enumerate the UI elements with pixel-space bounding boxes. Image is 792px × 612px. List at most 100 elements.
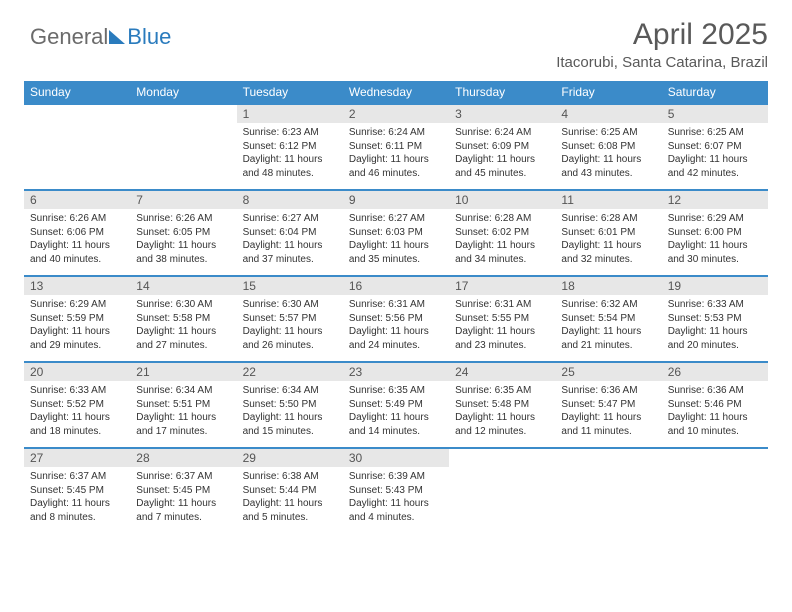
calendar-cell: 12Sunrise: 6:29 AMSunset: 6:00 PMDayligh… [662, 190, 768, 276]
calendar-cell: 13Sunrise: 6:29 AMSunset: 5:59 PMDayligh… [24, 276, 130, 362]
day-details: Sunrise: 6:33 AMSunset: 5:52 PMDaylight:… [24, 381, 130, 444]
day-details: Sunrise: 6:39 AMSunset: 5:43 PMDaylight:… [343, 467, 449, 530]
weekday-header: Friday [555, 81, 661, 104]
calendar-cell: 3Sunrise: 6:24 AMSunset: 6:09 PMDaylight… [449, 104, 555, 190]
day-number: 6 [24, 191, 130, 209]
day-number: 25 [555, 363, 661, 381]
day-number: 28 [130, 449, 236, 467]
day-number: 27 [24, 449, 130, 467]
calendar-cell: 24Sunrise: 6:35 AMSunset: 5:48 PMDayligh… [449, 362, 555, 448]
calendar-row: 27Sunrise: 6:37 AMSunset: 5:45 PMDayligh… [24, 448, 768, 534]
calendar-cell: 4Sunrise: 6:25 AMSunset: 6:08 PMDaylight… [555, 104, 661, 190]
calendar-cell: 23Sunrise: 6:35 AMSunset: 5:49 PMDayligh… [343, 362, 449, 448]
calendar-cell: 10Sunrise: 6:28 AMSunset: 6:02 PMDayligh… [449, 190, 555, 276]
calendar-cell: 8Sunrise: 6:27 AMSunset: 6:04 PMDaylight… [237, 190, 343, 276]
day-number: 14 [130, 277, 236, 295]
day-details: Sunrise: 6:27 AMSunset: 6:03 PMDaylight:… [343, 209, 449, 272]
calendar-cell: 1Sunrise: 6:23 AMSunset: 6:12 PMDaylight… [237, 104, 343, 190]
calendar-cell: 22Sunrise: 6:34 AMSunset: 5:50 PMDayligh… [237, 362, 343, 448]
calendar-cell: 30Sunrise: 6:39 AMSunset: 5:43 PMDayligh… [343, 448, 449, 534]
calendar-cell: 2Sunrise: 6:24 AMSunset: 6:11 PMDaylight… [343, 104, 449, 190]
day-number: 8 [237, 191, 343, 209]
day-details: Sunrise: 6:28 AMSunset: 6:02 PMDaylight:… [449, 209, 555, 272]
calendar-row: 6Sunrise: 6:26 AMSunset: 6:06 PMDaylight… [24, 190, 768, 276]
day-number: 19 [662, 277, 768, 295]
weekday-header: Saturday [662, 81, 768, 104]
day-details: Sunrise: 6:33 AMSunset: 5:53 PMDaylight:… [662, 295, 768, 358]
day-details: Sunrise: 6:31 AMSunset: 5:56 PMDaylight:… [343, 295, 449, 358]
day-details: Sunrise: 6:35 AMSunset: 5:48 PMDaylight:… [449, 381, 555, 444]
calendar-row: 20Sunrise: 6:33 AMSunset: 5:52 PMDayligh… [24, 362, 768, 448]
calendar-cell: 7Sunrise: 6:26 AMSunset: 6:05 PMDaylight… [130, 190, 236, 276]
weekday-header-row: Sunday Monday Tuesday Wednesday Thursday… [24, 81, 768, 104]
brand-triangle-icon [109, 30, 125, 44]
calendar-cell [555, 448, 661, 534]
day-number: 18 [555, 277, 661, 295]
brand-logo: General Blue [30, 24, 171, 50]
calendar-cell: 11Sunrise: 6:28 AMSunset: 6:01 PMDayligh… [555, 190, 661, 276]
calendar-cell: 9Sunrise: 6:27 AMSunset: 6:03 PMDaylight… [343, 190, 449, 276]
day-details: Sunrise: 6:38 AMSunset: 5:44 PMDaylight:… [237, 467, 343, 530]
weekday-header: Sunday [24, 81, 130, 104]
weekday-header: Wednesday [343, 81, 449, 104]
brand-part2: Blue [127, 24, 171, 50]
weekday-header: Monday [130, 81, 236, 104]
location-subtitle: Itacorubi, Santa Catarina, Brazil [24, 54, 768, 71]
calendar-cell: 17Sunrise: 6:31 AMSunset: 5:55 PMDayligh… [449, 276, 555, 362]
calendar-cell [130, 104, 236, 190]
day-details: Sunrise: 6:35 AMSunset: 5:49 PMDaylight:… [343, 381, 449, 444]
day-number: 3 [449, 105, 555, 123]
calendar-cell: 29Sunrise: 6:38 AMSunset: 5:44 PMDayligh… [237, 448, 343, 534]
day-details: Sunrise: 6:26 AMSunset: 6:05 PMDaylight:… [130, 209, 236, 272]
calendar-cell: 28Sunrise: 6:37 AMSunset: 5:45 PMDayligh… [130, 448, 236, 534]
day-number: 10 [449, 191, 555, 209]
calendar-cell: 16Sunrise: 6:31 AMSunset: 5:56 PMDayligh… [343, 276, 449, 362]
day-details: Sunrise: 6:28 AMSunset: 6:01 PMDaylight:… [555, 209, 661, 272]
day-details: Sunrise: 6:37 AMSunset: 5:45 PMDaylight:… [130, 467, 236, 530]
day-number: 1 [237, 105, 343, 123]
day-number: 9 [343, 191, 449, 209]
calendar-cell [662, 448, 768, 534]
day-details: Sunrise: 6:27 AMSunset: 6:04 PMDaylight:… [237, 209, 343, 272]
calendar-cell: 18Sunrise: 6:32 AMSunset: 5:54 PMDayligh… [555, 276, 661, 362]
day-details: Sunrise: 6:30 AMSunset: 5:57 PMDaylight:… [237, 295, 343, 358]
day-number: 2 [343, 105, 449, 123]
day-details: Sunrise: 6:23 AMSunset: 6:12 PMDaylight:… [237, 123, 343, 186]
day-details: Sunrise: 6:24 AMSunset: 6:11 PMDaylight:… [343, 123, 449, 186]
calendar-cell: 15Sunrise: 6:30 AMSunset: 5:57 PMDayligh… [237, 276, 343, 362]
day-number: 15 [237, 277, 343, 295]
calendar-cell: 14Sunrise: 6:30 AMSunset: 5:58 PMDayligh… [130, 276, 236, 362]
calendar-cell: 19Sunrise: 6:33 AMSunset: 5:53 PMDayligh… [662, 276, 768, 362]
day-details: Sunrise: 6:37 AMSunset: 5:45 PMDaylight:… [24, 467, 130, 530]
day-details: Sunrise: 6:24 AMSunset: 6:09 PMDaylight:… [449, 123, 555, 186]
calendar-cell: 27Sunrise: 6:37 AMSunset: 5:45 PMDayligh… [24, 448, 130, 534]
day-number: 24 [449, 363, 555, 381]
calendar-cell: 20Sunrise: 6:33 AMSunset: 5:52 PMDayligh… [24, 362, 130, 448]
day-details: Sunrise: 6:29 AMSunset: 6:00 PMDaylight:… [662, 209, 768, 272]
day-details: Sunrise: 6:26 AMSunset: 6:06 PMDaylight:… [24, 209, 130, 272]
calendar-cell [449, 448, 555, 534]
day-number: 26 [662, 363, 768, 381]
day-number: 22 [237, 363, 343, 381]
weekday-header: Thursday [449, 81, 555, 104]
calendar-cell: 26Sunrise: 6:36 AMSunset: 5:46 PMDayligh… [662, 362, 768, 448]
day-details: Sunrise: 6:34 AMSunset: 5:50 PMDaylight:… [237, 381, 343, 444]
day-details: Sunrise: 6:36 AMSunset: 5:47 PMDaylight:… [555, 381, 661, 444]
day-details: Sunrise: 6:29 AMSunset: 5:59 PMDaylight:… [24, 295, 130, 358]
day-number: 13 [24, 277, 130, 295]
day-number: 4 [555, 105, 661, 123]
brand-part1: General [30, 24, 108, 50]
calendar-row: 1Sunrise: 6:23 AMSunset: 6:12 PMDaylight… [24, 104, 768, 190]
day-number: 11 [555, 191, 661, 209]
day-details: Sunrise: 6:34 AMSunset: 5:51 PMDaylight:… [130, 381, 236, 444]
day-number: 21 [130, 363, 236, 381]
day-number: 29 [237, 449, 343, 467]
calendar-cell: 21Sunrise: 6:34 AMSunset: 5:51 PMDayligh… [130, 362, 236, 448]
day-number: 7 [130, 191, 236, 209]
day-details: Sunrise: 6:25 AMSunset: 6:07 PMDaylight:… [662, 123, 768, 186]
day-details: Sunrise: 6:31 AMSunset: 5:55 PMDaylight:… [449, 295, 555, 358]
calendar-cell: 5Sunrise: 6:25 AMSunset: 6:07 PMDaylight… [662, 104, 768, 190]
weekday-header: Tuesday [237, 81, 343, 104]
calendar-cell [24, 104, 130, 190]
day-number: 12 [662, 191, 768, 209]
